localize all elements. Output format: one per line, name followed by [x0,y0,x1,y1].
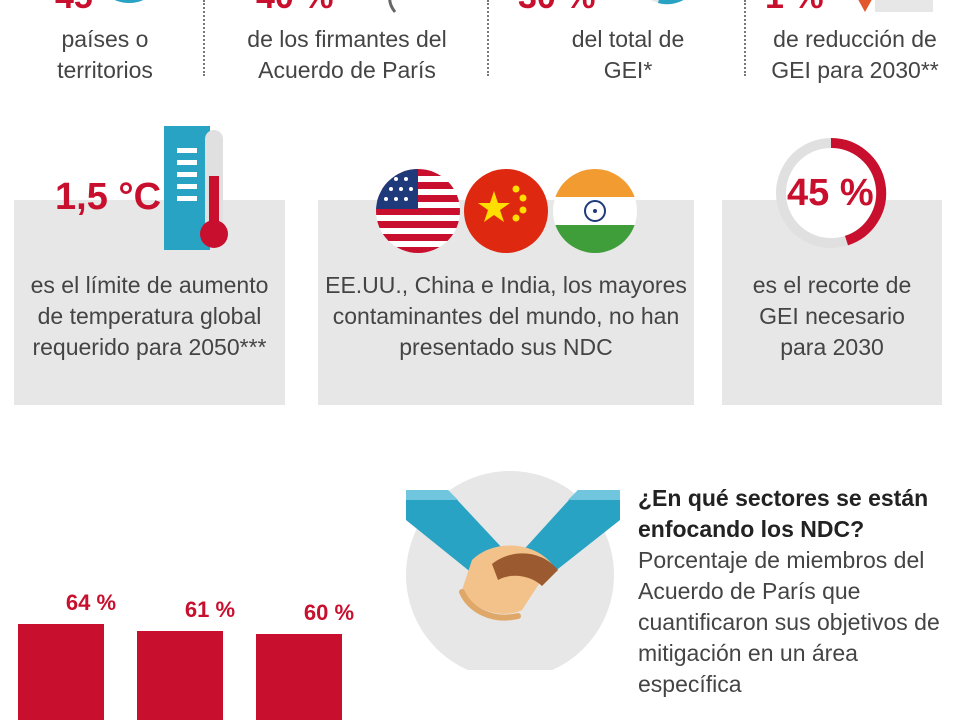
temperature-text: es el límite de aumento de temperatura g… [30,272,269,360]
bar-label-2: 61 % [184,597,236,623]
stat-text-1: países o territorios [57,26,153,83]
handshake-icon [406,471,620,670]
divider [203,0,205,76]
sectors-block: ¿En qué sectores se están enfocando los … [638,483,958,700]
bar-2 [137,631,223,720]
usa-flag-icon [376,169,460,253]
reduction-card: es el recorte de GEI necesario para 2030 [722,200,942,405]
india-flag-icon [553,169,637,253]
bar-label-1: 64 % [65,589,117,615]
countries-text: EE.UU., China e India, los mayores conta… [325,272,687,360]
partial-globe-icon [388,0,397,13]
stat-value-1: 45 [55,0,93,17]
divider [744,0,746,76]
stat-text-3: del total de GEI* [571,26,685,83]
bar-1 [18,623,104,720]
divider [487,0,489,76]
temperature-value: 1,5 °C [55,176,162,218]
pie-chart-icon [651,0,684,5]
globe-icon [114,0,144,3]
reduction-value: 45 % [787,172,874,214]
sectors-subtitle: Porcentaje de miembros del Acuerdo de Pa… [638,547,940,697]
bar-label-3: 60 % [303,600,355,625]
stat-value-3: 30 % [518,0,596,17]
stat-text-2: de los firmantes del Acuerdo de París [247,26,447,83]
stat-value-2: 40 % [256,0,334,17]
downward-arrow-chart-icon [858,0,933,12]
countries-card: EE.UU., China e India, los mayores conta… [318,200,694,405]
reduction-text: es el recorte de GEI necesario para 2030 [752,272,912,360]
china-flag-icon [464,169,548,253]
stat-value-4: 1 % [765,0,824,17]
sectors-title: ¿En qué sectores se están enfocando los … [638,485,929,542]
stat-text-4: de reducción de GEI para 2030** [771,26,939,83]
thermometer-icon [164,126,228,250]
temperature-card: es el límite de aumento de temperatura g… [14,200,285,405]
bar-3 [256,634,342,720]
donut-45-icon [776,137,887,248]
